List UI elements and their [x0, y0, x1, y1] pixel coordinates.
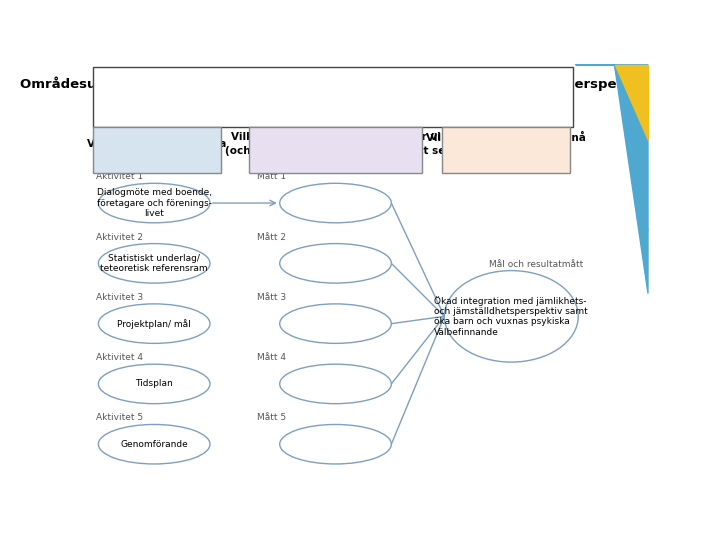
Text: Mått 4: Mått 4: [258, 353, 287, 362]
Text: Aktivitet 5: Aktivitet 5: [96, 414, 143, 422]
FancyBboxPatch shape: [93, 67, 572, 127]
Ellipse shape: [99, 424, 210, 464]
Polygon shape: [575, 65, 648, 231]
Text: Mål och resultatmått: Mål och resultatmått: [489, 260, 583, 268]
Text: Vilket resultat vill vi uppnå
(och hur mäter vi
måluppfyllelsen)?: Vilket resultat vill vi uppnå (och hur m…: [426, 131, 585, 169]
FancyBboxPatch shape: [441, 127, 570, 173]
Ellipse shape: [99, 244, 210, 283]
Text: Vad gör vi för att skapa
förbättrade resultat?: Vad gör vi för att skapa förbättrade res…: [87, 139, 227, 161]
Ellipse shape: [99, 304, 210, 343]
Text: Aktivitet 4: Aktivitet 4: [96, 353, 143, 362]
Text: Aktivitet 3: Aktivitet 3: [96, 293, 143, 302]
Ellipse shape: [279, 183, 392, 223]
Text: Aktivitet 1: Aktivitet 1: [96, 172, 143, 181]
Text: Statistiskt underlag/
teteoretisk referensram: Statistiskt underlag/ teteoretisk refere…: [100, 254, 208, 273]
Polygon shape: [615, 65, 648, 140]
Text: Vilka processer/aktiviteter mäter vi
(och vilka mått använder vi för att se
om d: Vilka processer/aktiviteter mäter vi (oc…: [225, 132, 446, 168]
Ellipse shape: [444, 271, 578, 362]
FancyBboxPatch shape: [93, 127, 221, 173]
Ellipse shape: [279, 364, 392, 404]
Ellipse shape: [279, 304, 392, 343]
Text: Mått 3: Mått 3: [258, 293, 287, 302]
Text: Ökad integration med jämlikhets-
och jämställdhetsperspektiv samt
öka barn och v: Ökad integration med jämlikhets- och jäm…: [434, 296, 588, 337]
Ellipse shape: [99, 364, 210, 404]
Text: Dialogmöte med boende,
företagare och förenings-
livet: Dialogmöte med boende, företagare och fö…: [96, 188, 212, 218]
Text: Tidsplan: Tidsplan: [135, 380, 173, 388]
Text: Aktivitet 2: Aktivitet 2: [96, 233, 143, 241]
Polygon shape: [615, 65, 648, 294]
FancyBboxPatch shape: [249, 127, 422, 173]
Ellipse shape: [279, 424, 392, 464]
Text: Mått 5: Mått 5: [258, 414, 287, 422]
Ellipse shape: [279, 244, 392, 283]
Text: Genomförande: Genomförande: [120, 440, 188, 449]
Ellipse shape: [99, 183, 210, 223]
Text: Områdesutveckling: Ökad integration med jämlikhets- och jämställdhetsperspektiv: Områdesutveckling: Ökad integration med …: [20, 76, 645, 91]
Text: Mått 1: Mått 1: [258, 172, 287, 181]
Text: Mått 2: Mått 2: [258, 233, 287, 241]
Text: Projektplan/ mål: Projektplan/ mål: [117, 319, 191, 328]
Text: samt öka barn och vuxnas psykiska välbefinnande: samt öka barn och vuxnas psykiska välbef…: [144, 102, 521, 115]
